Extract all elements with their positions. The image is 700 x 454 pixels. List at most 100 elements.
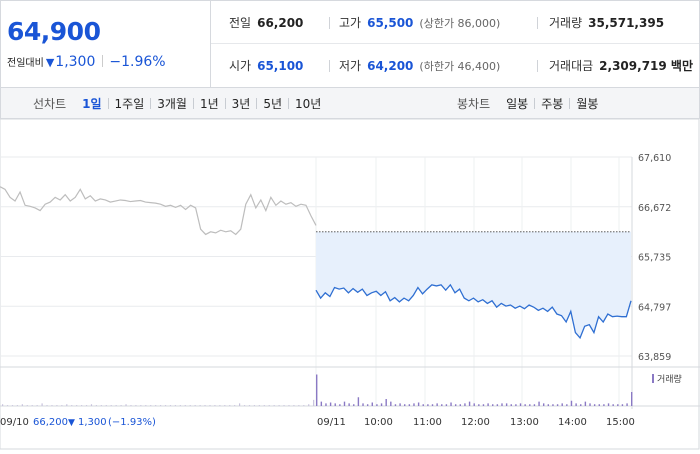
divider [537, 60, 538, 72]
volume-bar [339, 404, 341, 406]
volume-legend-swatch [652, 374, 654, 383]
period-10y[interactable]: 10년 [295, 96, 322, 111]
high-value: 65,500 [367, 15, 414, 30]
volume-bar [329, 402, 332, 406]
volume-bar [399, 403, 401, 406]
line-chart-periods: 선차트 1일 1주일 3개월 1년 3년 5년 10년 [33, 88, 327, 118]
volume-bar [219, 405, 221, 406]
volume-bar [243, 405, 246, 406]
candle-weekly[interactable]: 주봉 [541, 96, 564, 111]
low-value: 64,200 [367, 58, 414, 73]
volume-bar [487, 403, 489, 406]
volume-bar [450, 402, 452, 406]
current-price: 64,900 [7, 17, 101, 46]
volume-bar [51, 405, 53, 406]
volume-bar [253, 405, 256, 406]
volume-bar [459, 404, 462, 406]
y-tick-label: 66,672 [638, 203, 671, 214]
volume-bar [239, 403, 241, 406]
period-5y[interactable]: 5년 [263, 96, 283, 111]
price-change: 전일대비 ▼1,300 −1.96% [7, 54, 166, 70]
status-triangle-down-icon: ▼ [68, 418, 75, 428]
quote-details: 전일 66,200 고가 65,500 (상한가 86,000) 거래량 35,… [211, 1, 699, 87]
period-1w[interactable]: 1주일 [114, 96, 145, 111]
volume-bar [473, 403, 475, 406]
low-price: 저가 64,200 (하한가 46,400) [339, 44, 500, 87]
volume-bar [607, 403, 610, 406]
volume-label: 거래량 [549, 16, 583, 30]
period-1y[interactable]: 1년 [199, 96, 219, 111]
volume-bar [150, 405, 152, 406]
open-value: 65,100 [257, 58, 304, 73]
volume-bar [617, 404, 619, 406]
volume-bar [325, 403, 327, 406]
prev-close: 전일 66,200 [229, 1, 303, 44]
volume-bar [115, 405, 117, 406]
change-label: 전일대비 [7, 58, 44, 69]
volume-bar [436, 403, 438, 406]
volume-bar [413, 403, 415, 406]
volume-bar [422, 404, 424, 406]
volume-bar [408, 404, 411, 406]
volume-bar [561, 403, 563, 406]
candle-monthly[interactable]: 월봉 [576, 96, 599, 111]
divider [150, 97, 152, 109]
volume-bar [603, 404, 605, 406]
line-chart-label: 선차트 [33, 96, 67, 111]
trading-value-label: 거래대금 [549, 59, 594, 73]
quote-panel: 64,900 전일대비 ▼1,300 −1.96% 전일 66,200 고가 65,… [0, 0, 700, 88]
divider [102, 55, 104, 67]
volume-bar [71, 405, 73, 406]
volume-bar [478, 404, 480, 406]
y-tick-label: 65,735 [638, 253, 671, 264]
volume-bar [278, 405, 280, 406]
volume-bar [505, 403, 508, 406]
x-tick-label: 12:00 [461, 417, 490, 428]
volume-bar [16, 405, 19, 406]
period-3m[interactable]: 3개월 [157, 96, 187, 111]
volume-bar [130, 405, 132, 406]
volume-bar [366, 404, 369, 406]
volume-bar [464, 403, 466, 406]
volume-bar [169, 405, 172, 406]
volume-bar [293, 405, 295, 406]
volume-bar [288, 405, 290, 406]
volume-bar [46, 405, 48, 406]
volume-bar [362, 403, 364, 406]
volume-bar [135, 405, 137, 406]
volume-bar [11, 405, 14, 406]
volume-bar [313, 399, 315, 406]
volume-bar [593, 404, 596, 406]
period-3y[interactable]: 3년 [231, 96, 251, 111]
divider [107, 97, 109, 109]
volume-bar [524, 404, 526, 406]
volume-bar [179, 405, 181, 406]
volume-bar [431, 404, 434, 406]
x-tick-label: 13:00 [510, 417, 539, 428]
candle-chart-periods: 봉차트 일봉 주봉 월봉 [457, 88, 604, 118]
volume-bar [100, 405, 102, 406]
candle-daily[interactable]: 일봉 [506, 96, 529, 111]
volume-bar [308, 404, 310, 406]
volume-bar [184, 405, 186, 406]
volume-bar [95, 405, 98, 406]
volume-bar [501, 403, 503, 406]
y-tick-label: 63,859 [638, 352, 671, 363]
x-tick-label: 10:00 [364, 417, 393, 428]
period-1d[interactable]: 1일 [82, 96, 102, 111]
price-chart[interactable]: 67,610 66,672 65,735 64,797 63,859 거래량 09/10 09… [0, 118, 700, 450]
volume-bar [21, 404, 23, 406]
volume-bar [214, 405, 216, 406]
volume-bar [631, 392, 633, 406]
high-price: 고가 65,500 (상한가 86,000) [339, 1, 500, 44]
volume-bar [580, 404, 582, 406]
volume-bar [496, 404, 499, 406]
volume-bar [140, 405, 142, 406]
volume-bar [36, 405, 38, 406]
status-change: 1,300 [78, 417, 107, 428]
volume-bar [6, 405, 9, 406]
prev-close-value: 66,200 [257, 15, 304, 30]
divider [329, 60, 330, 72]
volume-bar [556, 404, 559, 406]
volume: 거래량 35,571,395 [549, 1, 664, 44]
